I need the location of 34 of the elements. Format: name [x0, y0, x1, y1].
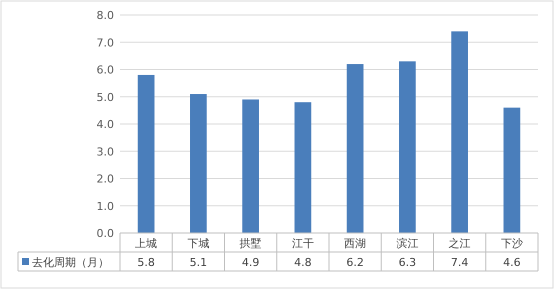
y-tick-label: 8.0: [96, 9, 114, 22]
legend-label: 去化周期（月）: [32, 256, 109, 269]
data-label: 4.6: [503, 256, 521, 269]
data-label: 7.4: [450, 256, 468, 269]
y-tick-label: 4.0: [96, 118, 114, 131]
bar: [294, 102, 312, 233]
data-label: 6.3: [398, 256, 416, 269]
bar: [138, 74, 154, 233]
bar: [190, 94, 207, 233]
x-tick-label: 之江: [448, 237, 471, 250]
data-label: 5.8: [137, 256, 155, 269]
y-tick-label: 6.0: [96, 64, 114, 76]
data-label: 4.9: [242, 256, 260, 269]
data-label: 5.1: [190, 256, 208, 269]
y-tick-label: 0.0: [96, 227, 114, 240]
x-tick-label: 下沙: [500, 237, 523, 250]
x-tick-label: 下城: [187, 237, 210, 250]
x-tick-label: 拱墅: [240, 237, 262, 250]
bar: [242, 99, 259, 233]
y-tick-label: 5.0: [96, 90, 114, 104]
x-tick-label: 滨江: [396, 237, 418, 250]
x-tick-label: 上城: [135, 237, 158, 250]
x-tick-label: 西湖: [344, 237, 366, 250]
bar: [346, 64, 364, 233]
bar: [451, 31, 468, 233]
y-tick-label: 1.0: [96, 200, 114, 213]
y-tick-label: 7.0: [96, 36, 114, 50]
data-label: 6.2: [346, 256, 364, 269]
bar: [504, 108, 520, 233]
y-tick-label: 3.0: [96, 145, 114, 158]
bar: [399, 61, 416, 233]
y-tick-label: 2.0: [96, 172, 114, 186]
x-tick-label: 江干: [292, 237, 314, 250]
data-label: 4.8: [294, 256, 312, 269]
